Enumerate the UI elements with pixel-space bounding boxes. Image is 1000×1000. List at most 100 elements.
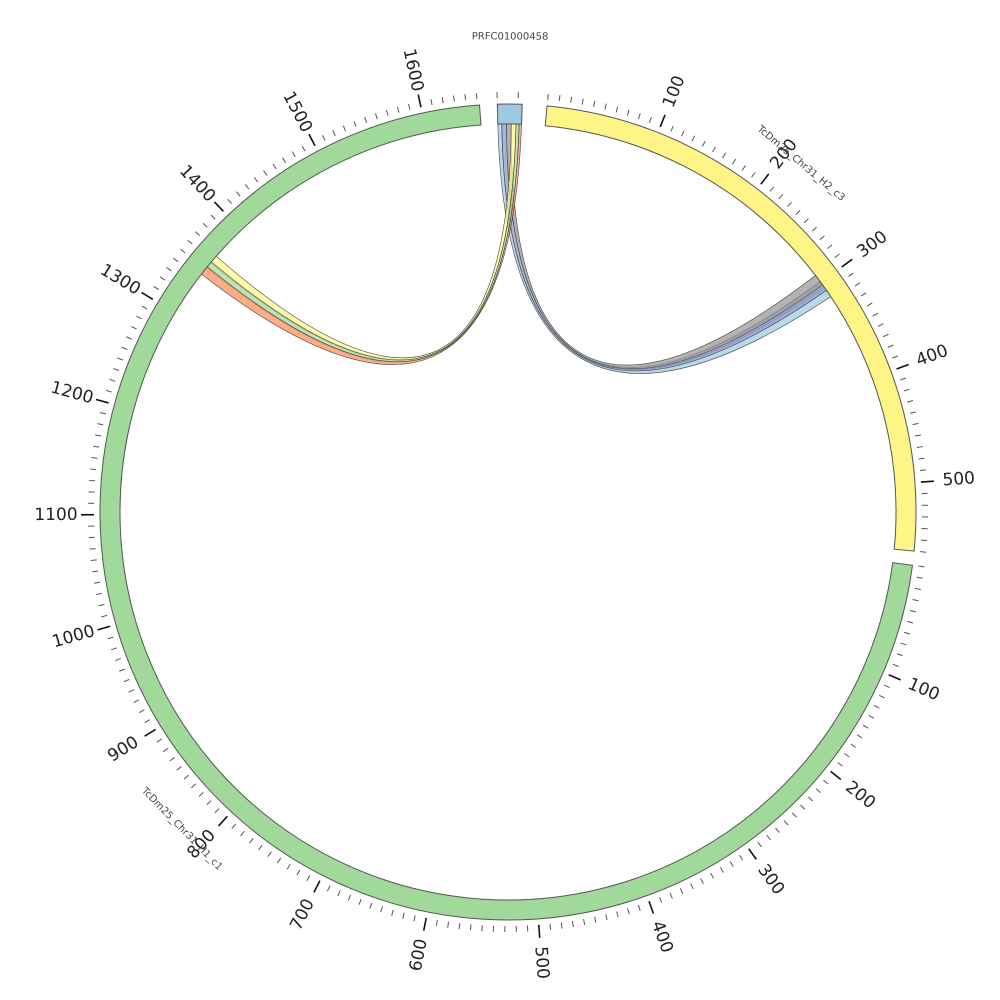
minor-tick bbox=[866, 302, 873, 307]
major-tick bbox=[141, 291, 154, 300]
link-layer bbox=[201, 123, 832, 374]
minor-tick bbox=[119, 668, 126, 672]
major-tick bbox=[830, 770, 842, 781]
minor-tick bbox=[402, 912, 405, 919]
major-tick bbox=[213, 201, 224, 212]
minor-tick bbox=[326, 885, 331, 892]
minor-tick bbox=[916, 576, 923, 579]
minor-tick bbox=[109, 378, 116, 382]
minor-tick bbox=[878, 694, 885, 699]
minor-tick bbox=[719, 867, 724, 873]
minor-tick bbox=[391, 909, 394, 916]
link-ribbon bbox=[206, 123, 520, 363]
tick-label: 1500 bbox=[278, 88, 316, 136]
minor-tick bbox=[854, 282, 861, 287]
minor-tick bbox=[783, 820, 789, 826]
tick-label: 1200 bbox=[48, 378, 95, 409]
minor-tick bbox=[914, 434, 921, 437]
minor-tick bbox=[156, 738, 162, 743]
tick-label: 1600 bbox=[399, 47, 428, 94]
major-tick bbox=[537, 924, 541, 938]
major-tick bbox=[97, 625, 111, 631]
minor-tick bbox=[187, 239, 193, 245]
tick-label: 400 bbox=[913, 341, 950, 371]
minor-tick bbox=[903, 631, 911, 635]
minor-tick bbox=[99, 411, 106, 415]
minor-tick bbox=[91, 457, 98, 459]
minor-tick bbox=[240, 830, 245, 837]
tick-label: 400 bbox=[647, 918, 677, 955]
minor-tick bbox=[267, 851, 272, 857]
minor-tick bbox=[712, 146, 716, 153]
major-tick bbox=[648, 900, 655, 914]
major-tick bbox=[920, 480, 934, 483]
minor-tick bbox=[769, 186, 775, 192]
major-tick bbox=[760, 173, 770, 185]
minor-tick bbox=[176, 766, 182, 771]
minor-tick bbox=[819, 235, 825, 241]
minor-tick bbox=[93, 445, 100, 448]
minor-tick bbox=[907, 620, 914, 624]
minor-tick bbox=[97, 423, 104, 426]
minor-tick bbox=[413, 915, 416, 922]
tick-label: 200 bbox=[841, 777, 879, 813]
minor-tick bbox=[700, 878, 704, 884]
minor-tick bbox=[907, 400, 914, 403]
minor-tick bbox=[128, 689, 135, 693]
minor-tick bbox=[435, 919, 438, 926]
minor-tick bbox=[95, 434, 102, 437]
sequence-name-label: TcDm25_Chr31_H1_c1 bbox=[138, 785, 224, 873]
ideogram-tcdm25_chr31_h1_c1 bbox=[99, 104, 914, 921]
minor-tick bbox=[679, 888, 684, 895]
tick-label: 300 bbox=[753, 861, 788, 899]
minor-tick bbox=[214, 808, 220, 814]
minor-tick bbox=[918, 457, 925, 460]
minor-tick bbox=[121, 346, 128, 351]
tick-label: 500 bbox=[942, 468, 976, 490]
major-tick bbox=[217, 815, 228, 827]
link-ribbon bbox=[506, 123, 824, 369]
minor-tick bbox=[301, 145, 306, 152]
minor-tick bbox=[872, 312, 879, 317]
sequence-name-label: PRFC01000458 bbox=[472, 31, 549, 42]
minor-tick bbox=[729, 861, 734, 867]
minor-tick bbox=[900, 377, 907, 381]
minor-tick bbox=[202, 222, 208, 228]
minor-tick bbox=[249, 837, 254, 844]
minor-tick bbox=[637, 113, 641, 120]
minor-tick bbox=[282, 157, 287, 164]
minor-tick bbox=[180, 248, 186, 254]
major-tick bbox=[748, 848, 757, 860]
minor-tick bbox=[722, 152, 727, 159]
minor-tick bbox=[89, 548, 96, 550]
minor-tick bbox=[659, 897, 663, 904]
minor-tick bbox=[757, 841, 762, 848]
minor-tick bbox=[131, 325, 137, 330]
minor-tick bbox=[321, 134, 326, 141]
minor-tick bbox=[169, 757, 175, 762]
minor-tick bbox=[430, 99, 433, 106]
minor-tick bbox=[615, 106, 619, 113]
minor-tick bbox=[306, 875, 311, 881]
minor-tick bbox=[353, 121, 357, 128]
minor-tick bbox=[441, 97, 444, 104]
minor-tick bbox=[920, 551, 927, 553]
minor-tick bbox=[681, 130, 685, 137]
minor-tick bbox=[900, 642, 907, 646]
minor-tick bbox=[787, 201, 792, 207]
major-tick bbox=[417, 94, 422, 108]
minor-tick bbox=[637, 904, 641, 911]
minor-tick bbox=[903, 388, 910, 392]
minor-tick bbox=[469, 924, 472, 931]
minor-tick bbox=[380, 906, 383, 913]
minor-tick bbox=[892, 355, 899, 359]
minor-tick bbox=[117, 357, 124, 361]
minor-tick bbox=[670, 125, 674, 132]
minor-tick bbox=[166, 267, 172, 272]
minor-tick bbox=[107, 636, 114, 640]
minor-tick bbox=[775, 827, 780, 833]
minor-tick bbox=[162, 747, 169, 753]
minor-tick bbox=[560, 922, 563, 929]
minor-tick bbox=[342, 125, 347, 132]
minor-tick bbox=[808, 796, 814, 802]
